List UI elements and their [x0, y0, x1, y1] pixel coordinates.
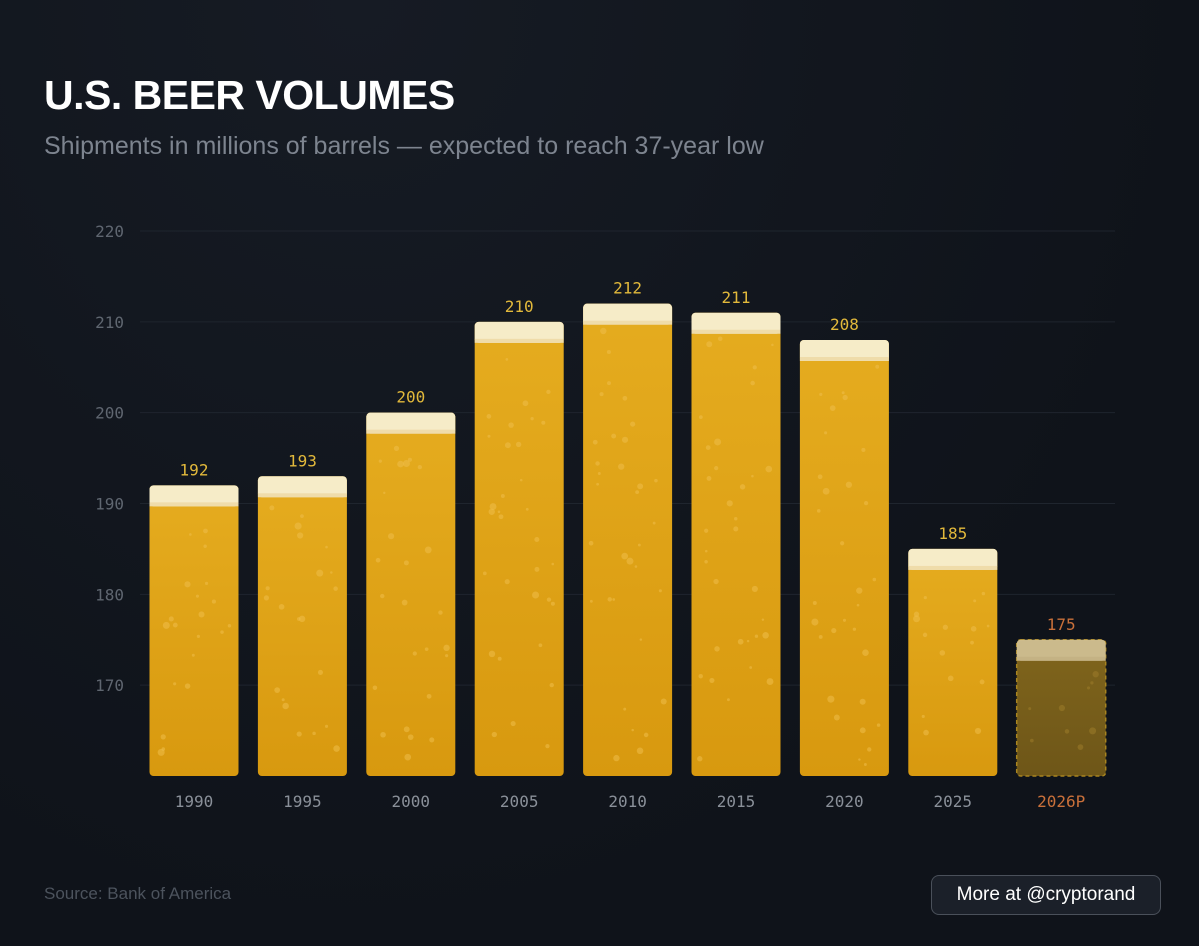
- value-label: 185: [938, 524, 967, 543]
- x-tick-label: 1995: [283, 792, 322, 811]
- bar-chart: 170 180 190 200 210 220 192 1990 193 1995 200 2000…: [95, 222, 1115, 811]
- y-tick-label: 180: [95, 585, 124, 604]
- x-tick-label: 2015: [717, 792, 756, 811]
- bubbles: [482, 358, 555, 749]
- x-tick-label: 2005: [500, 792, 539, 811]
- bar-foam: [149, 485, 239, 507]
- y-tick-label: 170: [95, 676, 124, 695]
- y-tick-label: 220: [95, 222, 124, 241]
- bar-body: [908, 548, 998, 776]
- bubbles: [157, 528, 232, 756]
- bar-foam: [474, 321, 564, 343]
- bar-foam: [366, 412, 456, 434]
- bar-1995: [257, 476, 347, 776]
- bar-2005: [474, 321, 564, 776]
- bubbles: [588, 327, 667, 762]
- x-tick-label: 2000: [392, 792, 431, 811]
- bar-body: [257, 476, 347, 776]
- bubbles: [372, 445, 450, 761]
- bar-body: [149, 485, 239, 776]
- bubbles: [913, 591, 990, 736]
- bar-body: [799, 340, 889, 776]
- value-label: 175: [1047, 615, 1076, 634]
- bar-body: [474, 321, 564, 776]
- bar-foam: [257, 476, 347, 498]
- bar-foam: [1016, 639, 1106, 661]
- value-label: 192: [180, 460, 209, 479]
- value-label: 211: [722, 288, 751, 307]
- y-tick-label: 200: [95, 404, 124, 423]
- chart-title: U.S. BEER VOLUMES: [44, 72, 455, 118]
- y-tick-label: 190: [95, 495, 124, 514]
- value-label: 210: [505, 297, 534, 316]
- value-label: 200: [396, 388, 425, 407]
- x-tick-label: 2020: [825, 792, 864, 811]
- chart-subtitle: Shipments in millions of barrels — expec…: [44, 132, 764, 160]
- bar-body: [583, 303, 673, 776]
- bar-body: [366, 412, 456, 776]
- bar-2026P: [1015, 639, 1107, 777]
- bar-2010: [583, 303, 673, 776]
- value-label: 208: [830, 315, 859, 334]
- bubbles: [811, 364, 881, 766]
- bar-2025: [908, 548, 998, 776]
- bar-foam: [799, 340, 889, 361]
- x-tick-label: 1990: [175, 792, 214, 811]
- bubbles: [263, 505, 340, 752]
- value-label: 193: [288, 451, 317, 470]
- value-label: 212: [613, 279, 642, 298]
- bar-foam: [583, 303, 673, 325]
- bubbles: [697, 336, 774, 762]
- bar-foam: [691, 312, 781, 334]
- x-tick-label: 2025: [934, 792, 973, 811]
- y-tick-label: 210: [95, 313, 124, 332]
- bar-2020: [799, 340, 889, 776]
- bar-2015: [691, 312, 781, 776]
- bar-body: [691, 312, 781, 776]
- source-note: Source: Bank of America: [44, 884, 232, 903]
- x-tick-label: 2010: [608, 792, 647, 811]
- more-at-button[interactable]: More at @cryptorand: [931, 875, 1161, 915]
- x-tick-label: 2026P: [1037, 792, 1085, 811]
- bar-2000: [366, 412, 456, 776]
- bar-foam: [908, 548, 998, 570]
- bubbles: [1028, 671, 1099, 751]
- bar-1990: [149, 485, 239, 776]
